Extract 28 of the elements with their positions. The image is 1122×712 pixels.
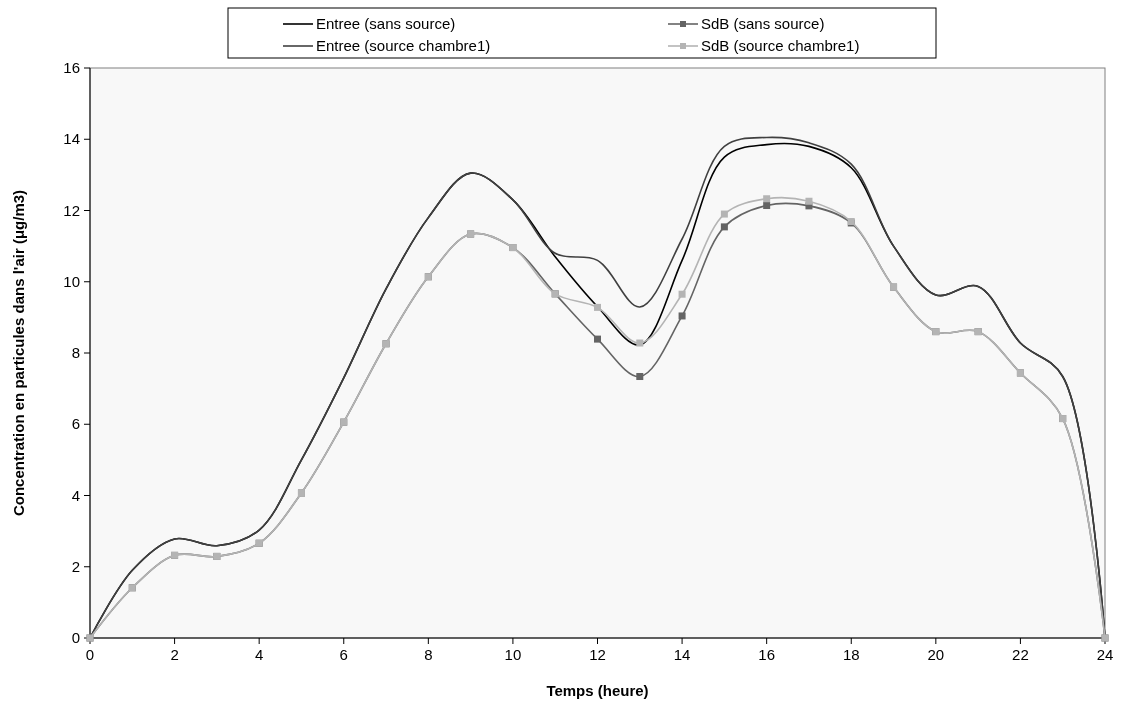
y-axis-title: Concentration en particules dans l'air (μg/m3)	[10, 189, 27, 517]
y-tick-label: 16	[63, 59, 80, 76]
x-tick-label: 0	[85, 646, 95, 663]
x-tick-label: 18	[842, 646, 860, 663]
x-tick-label: 20	[927, 646, 945, 663]
x-tick-label: 6	[339, 646, 348, 663]
x-tick-label: 14	[673, 646, 691, 663]
y-tick-label: 2	[71, 557, 80, 575]
x-tick-label: 2	[170, 646, 179, 663]
legend-label: Entree (sans source)	[316, 15, 456, 32]
x-tick-label: 8	[424, 646, 433, 663]
x-axis-title: Temps (heure)	[546, 682, 649, 699]
legend-label: SdB (sans source)	[701, 15, 825, 32]
x-tick-label: 10	[504, 646, 522, 663]
x-tick-label: 16	[758, 646, 776, 663]
x-tick-label: 24	[1096, 646, 1114, 663]
y-tick-label: 8	[71, 344, 80, 361]
y-tick-label: 14	[63, 130, 80, 148]
y-tick-label: 12	[63, 201, 80, 219]
legend-label: Entree (source chambre1)	[316, 37, 491, 54]
x-tick-label: 22	[1012, 646, 1029, 663]
x-tick-label: 12	[589, 646, 606, 663]
y-tick-label: 10	[63, 272, 80, 290]
x-tick-label: 4	[254, 646, 264, 663]
y-tick-label: 0	[71, 629, 80, 646]
legend-label: SdB (source chambre1)	[701, 37, 860, 54]
y-tick-label: 6	[71, 415, 80, 433]
y-tick-label: 4	[71, 486, 80, 504]
